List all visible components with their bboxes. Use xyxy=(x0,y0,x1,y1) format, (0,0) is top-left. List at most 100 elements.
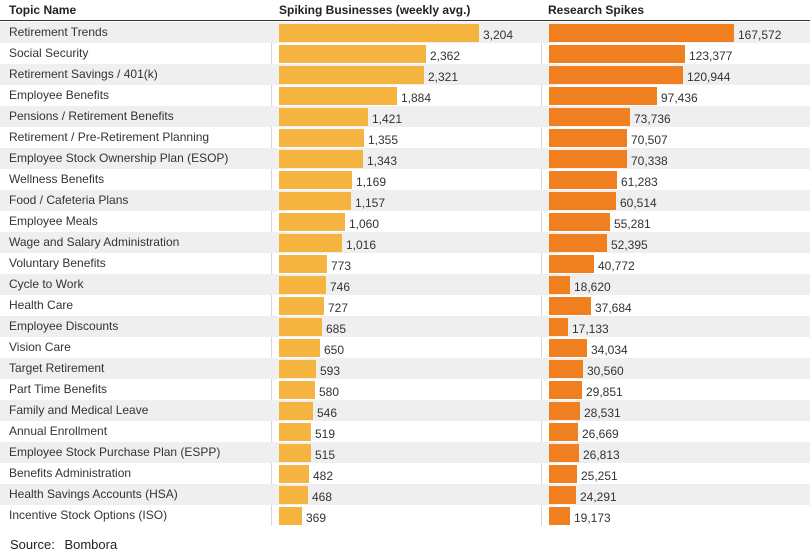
spiking-businesses-value: 650 xyxy=(324,343,345,357)
topic-name: Cycle to Work xyxy=(9,277,84,291)
spiking-businesses-value: 468 xyxy=(312,490,333,504)
header-research-spikes: Research Spikes xyxy=(548,3,645,17)
topic-name: Employee Stock Purchase Plan (ESPP) xyxy=(9,445,221,459)
spiking-businesses-value: 2,362 xyxy=(430,49,461,63)
research-spikes-value: 123,377 xyxy=(689,49,733,63)
header-divider xyxy=(0,20,810,21)
topic-name: Vision Care xyxy=(9,340,71,354)
research-spikes-value: 25,251 xyxy=(581,469,618,483)
spiking-businesses-bar xyxy=(279,423,311,441)
table-row: Food / Cafeteria Plans 1,157 60,514 xyxy=(0,190,810,211)
research-spikes-value: 19,173 xyxy=(574,511,611,525)
research-spikes-bar xyxy=(549,486,576,504)
spiking-businesses-value: 773 xyxy=(331,259,352,273)
research-spikes-bar xyxy=(549,129,627,147)
research-spikes-value: 24,291 xyxy=(580,490,617,504)
spiking-businesses-bar xyxy=(279,234,342,252)
research-spikes-value: 28,531 xyxy=(584,406,621,420)
research-spikes-bar xyxy=(549,465,577,483)
topic-name: Retirement / Pre-Retirement Planning xyxy=(9,130,210,144)
topic-name: Pensions / Retirement Benefits xyxy=(9,109,174,123)
research-spikes-value: 34,034 xyxy=(591,343,628,357)
research-spikes-value: 30,560 xyxy=(587,364,624,378)
spiking-businesses-value: 515 xyxy=(315,448,336,462)
research-spikes-bar xyxy=(549,45,685,63)
spiking-businesses-value: 2,321 xyxy=(428,70,459,84)
topic-name: Employee Discounts xyxy=(9,319,119,333)
spiking-businesses-bar xyxy=(279,339,320,357)
research-spikes-bar xyxy=(549,318,568,336)
spiking-businesses-value: 482 xyxy=(313,469,334,483)
topic-name: Retirement Trends xyxy=(9,25,108,39)
topic-name: Social Security xyxy=(9,46,89,60)
source-value: Bombora xyxy=(64,537,118,552)
spiking-businesses-value: 685 xyxy=(326,322,347,336)
topic-name: Part Time Benefits xyxy=(9,382,108,396)
research-spikes-bar xyxy=(549,213,610,231)
table-row: Target Retirement 593 30,560 xyxy=(0,358,810,379)
spiking-businesses-value: 3,204 xyxy=(483,28,514,42)
research-spikes-value: 52,395 xyxy=(611,238,648,252)
research-spikes-value: 167,572 xyxy=(738,28,782,42)
research-spikes-value: 26,669 xyxy=(582,427,619,441)
research-spikes-value: 55,281 xyxy=(614,217,651,231)
spiking-businesses-value: 1,355 xyxy=(368,133,399,147)
research-spikes-bar xyxy=(549,423,578,441)
topic-name: Health Savings Accounts (HSA) xyxy=(9,487,178,501)
research-spikes-bar xyxy=(549,150,627,168)
spiking-businesses-bar xyxy=(279,129,364,147)
spiking-businesses-bar xyxy=(279,150,363,168)
table-row: Retirement Savings / 401(k) 2,321 120,944 xyxy=(0,64,810,85)
research-spikes-bar xyxy=(549,444,579,462)
table-row: Retirement Trends 3,204 167,572 xyxy=(0,22,810,43)
spiking-businesses-value: 1,157 xyxy=(355,196,386,210)
table-row: Incentive Stock Options (ISO) 369 19,173 xyxy=(0,505,810,526)
research-spikes-value: 37,684 xyxy=(595,301,632,315)
spiking-businesses-value: 746 xyxy=(330,280,351,294)
table-row: Health Care 727 37,684 xyxy=(0,295,810,316)
research-spikes-value: 70,507 xyxy=(631,133,668,147)
research-spikes-bar xyxy=(549,255,594,273)
table-row: Part Time Benefits 580 29,851 xyxy=(0,379,810,400)
research-spikes-bar xyxy=(549,192,616,210)
spiking-businesses-bar xyxy=(279,381,315,399)
spiking-businesses-bar xyxy=(279,486,308,504)
header-spiking-businesses: Spiking Businesses (weekly avg.) xyxy=(279,3,471,17)
topic-name: Wellness Benefits xyxy=(9,172,105,186)
table-row: Employee Discounts 685 17,133 xyxy=(0,316,810,337)
research-spikes-value: 18,620 xyxy=(574,280,611,294)
table-row: Health Savings Accounts (HSA) 468 24,291 xyxy=(0,484,810,505)
research-spikes-bar xyxy=(549,87,657,105)
topic-name: Health Care xyxy=(9,298,74,312)
spiking-businesses-value: 1,343 xyxy=(367,154,398,168)
table-row: Family and Medical Leave 546 28,531 xyxy=(0,400,810,421)
spiking-businesses-value: 519 xyxy=(315,427,336,441)
topic-name: Voluntary Benefits xyxy=(9,256,106,270)
topic-name: Employee Meals xyxy=(9,214,98,228)
research-spikes-bar xyxy=(549,339,587,357)
topic-name: Employee Stock Ownership Plan (ESOP) xyxy=(9,151,229,165)
table-row: Voluntary Benefits 773 40,772 xyxy=(0,253,810,274)
spiking-businesses-value: 1,060 xyxy=(349,217,380,231)
research-spikes-value: 70,338 xyxy=(631,154,668,168)
research-spikes-bar xyxy=(549,66,683,84)
table-row: Cycle to Work 746 18,620 xyxy=(0,274,810,295)
research-spikes-value: 26,813 xyxy=(583,448,620,462)
research-spikes-bar xyxy=(549,108,630,126)
research-spikes-bar xyxy=(549,297,591,315)
research-spikes-value: 60,514 xyxy=(620,196,657,210)
research-spikes-bar xyxy=(549,360,583,378)
table-row: Wage and Salary Administration 1,016 52,39… xyxy=(0,232,810,253)
spiking-businesses-value: 1,169 xyxy=(356,175,387,189)
spiking-businesses-bar xyxy=(279,192,351,210)
spiking-businesses-bar xyxy=(279,297,324,315)
research-spikes-bar xyxy=(549,24,734,42)
spiking-businesses-bar xyxy=(279,108,368,126)
topic-name: Benefits Administration xyxy=(9,466,132,480)
spiking-businesses-value: 546 xyxy=(317,406,338,420)
topic-name: Incentive Stock Options (ISO) xyxy=(9,508,168,522)
source-label: Source: xyxy=(10,537,55,552)
spiking-businesses-bar xyxy=(279,66,424,84)
topic-name: Wage and Salary Administration xyxy=(9,235,180,249)
research-spikes-bar xyxy=(549,381,582,399)
